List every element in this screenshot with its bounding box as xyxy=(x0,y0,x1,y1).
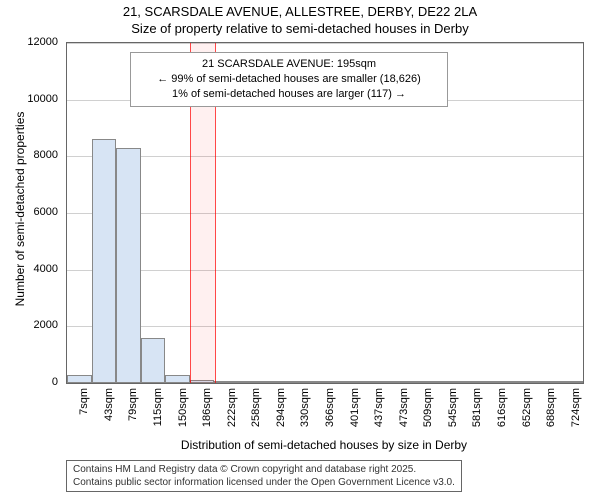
x-tick-label: 43sqm xyxy=(103,388,115,438)
histogram-bar xyxy=(509,381,534,383)
x-tick-label: 294sqm xyxy=(275,388,287,438)
info-line-3: 1% of semi-detached houses are larger (1… xyxy=(139,87,439,102)
y-tick-label: 6000 xyxy=(0,206,58,218)
x-tick-label: 724sqm xyxy=(570,388,582,438)
histogram-bar xyxy=(165,375,190,384)
y-tick-label: 0 xyxy=(0,376,58,388)
histogram-bar xyxy=(411,381,436,383)
footer-line-2: Contains public sector information licen… xyxy=(73,476,455,489)
histogram-bar xyxy=(534,381,559,383)
x-tick-label: 330sqm xyxy=(299,388,311,438)
x-tick-label: 401sqm xyxy=(349,388,361,438)
info-box: 21 SCARSDALE AVENUE: 195sqm ← 99% of sem… xyxy=(130,52,448,107)
y-tick-label: 2000 xyxy=(0,319,58,331)
histogram-bar xyxy=(264,381,289,383)
info-line-2: ← 99% of semi-detached houses are smalle… xyxy=(139,72,439,87)
x-tick-label: 688sqm xyxy=(545,388,557,438)
info-line-1: 21 SCARSDALE AVENUE: 195sqm xyxy=(139,57,439,72)
x-tick-label: 366sqm xyxy=(324,388,336,438)
x-tick-label: 545sqm xyxy=(447,388,459,438)
x-tick-label: 616sqm xyxy=(496,388,508,438)
x-tick-label: 222sqm xyxy=(226,388,238,438)
histogram-bar xyxy=(558,381,583,383)
histogram-bar xyxy=(485,381,510,383)
y-tick-label: 8000 xyxy=(0,149,58,161)
x-tick-label: 115sqm xyxy=(152,388,164,438)
histogram-bar xyxy=(460,381,485,383)
histogram-bar xyxy=(386,381,411,383)
histogram-bar xyxy=(67,375,92,384)
histogram-bar xyxy=(362,381,387,383)
footer-line-1: Contains HM Land Registry data © Crown c… xyxy=(73,463,455,476)
histogram-bar xyxy=(337,381,362,383)
x-tick-label: 652sqm xyxy=(521,388,533,438)
x-axis-label: Distribution of semi-detached houses by … xyxy=(66,438,582,452)
chart-title-line2: Size of property relative to semi-detach… xyxy=(0,21,600,38)
footer-attribution: Contains HM Land Registry data © Crown c… xyxy=(66,460,462,492)
x-tick-label: 581sqm xyxy=(471,388,483,438)
x-tick-label: 473sqm xyxy=(398,388,410,438)
histogram-bar xyxy=(92,139,117,383)
x-tick-label: 150sqm xyxy=(177,388,189,438)
histogram-bar xyxy=(239,381,264,383)
x-tick-label: 509sqm xyxy=(422,388,434,438)
histogram-bar xyxy=(116,148,141,383)
histogram-bar xyxy=(214,381,239,383)
x-tick-label: 258sqm xyxy=(250,388,262,438)
y-tick-label: 12000 xyxy=(0,36,58,48)
x-tick-label: 437sqm xyxy=(373,388,385,438)
x-tick-label: 7sqm xyxy=(78,388,90,438)
chart-title-line1: 21, SCARSDALE AVENUE, ALLESTREE, DERBY, … xyxy=(0,0,600,21)
y-tick-label: 10000 xyxy=(0,93,58,105)
histogram-bar xyxy=(141,338,166,383)
x-tick-label: 79sqm xyxy=(127,388,139,438)
x-tick-label: 186sqm xyxy=(201,388,213,438)
histogram-bar xyxy=(288,381,313,383)
histogram-bar xyxy=(436,381,461,383)
histogram-bar xyxy=(313,381,338,383)
y-tick-label: 4000 xyxy=(0,263,58,275)
